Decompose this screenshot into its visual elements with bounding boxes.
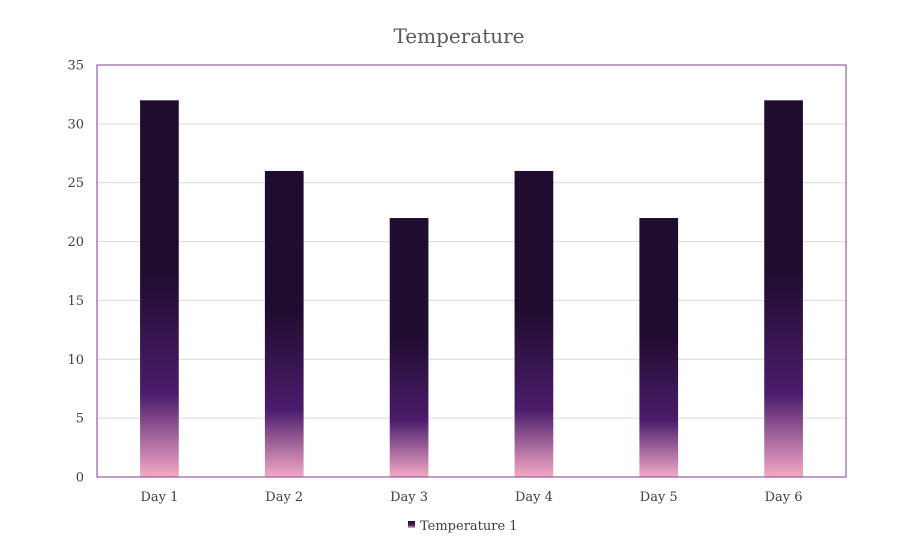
- y-tick-label-5: 5: [76, 412, 84, 427]
- bar-day-6: [764, 100, 803, 478]
- bar-day-2: [264, 170, 304, 477]
- y-tick-label-0: 0: [76, 471, 84, 486]
- bar-day-5: [639, 218, 679, 477]
- y-tick-label-25: 25: [67, 176, 84, 191]
- x-tick-label-day-4: Day 4: [515, 490, 553, 505]
- legend-swatch-temperature-1: [408, 521, 415, 528]
- x-tick-label-day-2: Day 2: [265, 490, 303, 505]
- bar-day-4: [514, 170, 554, 477]
- y-tick-label-10: 10: [67, 353, 84, 368]
- x-tick-label-day-5: Day 5: [640, 490, 678, 505]
- y-tick-label-20: 20: [67, 235, 84, 250]
- bars: [140, 100, 803, 478]
- legend: Temperature 1: [408, 519, 518, 534]
- bar-day-3: [389, 218, 429, 477]
- plot-area-border: [96, 64, 847, 478]
- bar-day-1: [140, 100, 179, 478]
- x-tick-label-day-6: Day 6: [765, 490, 803, 505]
- y-tick-label-30: 30: [67, 117, 84, 132]
- gridlines: [97, 64, 846, 478]
- x-axis-tick-labels: Day 1 Day 2 Day 3 Day 4 Day 5 Day 6: [140, 490, 802, 505]
- x-tick-label-day-3: Day 3: [390, 490, 428, 505]
- chart-title: Temperature: [393, 24, 524, 48]
- y-tick-label-35: 35: [67, 59, 84, 74]
- x-tick-label-day-1: Day 1: [140, 490, 178, 505]
- legend-label-temperature-1: Temperature 1: [420, 519, 518, 534]
- y-tick-label-15: 15: [67, 294, 84, 309]
- y-axis-tick-labels: 0 5 10 15 20 25 30 35: [67, 59, 84, 486]
